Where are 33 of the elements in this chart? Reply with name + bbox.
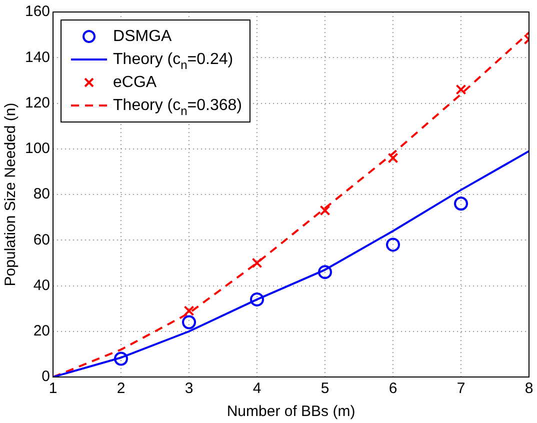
x-axis-title: Number of BBs (m) [226, 403, 356, 420]
x-tick-label: 3 [184, 380, 194, 398]
point [318, 265, 332, 280]
point [182, 315, 196, 330]
point [456, 84, 466, 95]
point [250, 292, 264, 306]
y-tick-label: 0 [42, 368, 50, 386]
x-tick-label: 6 [388, 380, 398, 398]
y-tick-label: 20 [33, 322, 50, 340]
y-tick-label: 140 [24, 48, 50, 66]
point [454, 196, 468, 211]
y-tick-label: 120 [24, 94, 50, 112]
line-series [53, 32, 529, 377]
y-tick-label: 100 [24, 140, 50, 158]
point [252, 258, 262, 268]
point [320, 205, 330, 216]
y-tick-label: 40 [33, 276, 50, 294]
x-tick-label: 7 [456, 380, 466, 398]
x-tick-label: 2 [116, 380, 126, 398]
y-tick-label: 80 [33, 186, 50, 203]
y-tick-label: 160 [24, 3, 50, 20]
x-tick-label: 8 [524, 380, 534, 398]
y-axis-title: Population Size Needed (n) [2, 102, 20, 286]
point [114, 352, 128, 366]
point [386, 238, 400, 252]
point [388, 152, 398, 164]
x-tick-label: 1 [48, 380, 58, 398]
point [184, 306, 194, 316]
legend-label: DSMGA [113, 28, 172, 45]
y-tick-label: 60 [33, 231, 50, 248]
x-tick-label: 4 [252, 380, 262, 398]
x-tick-label: 5 [320, 380, 330, 398]
legend-label: eCGA [113, 74, 157, 91]
